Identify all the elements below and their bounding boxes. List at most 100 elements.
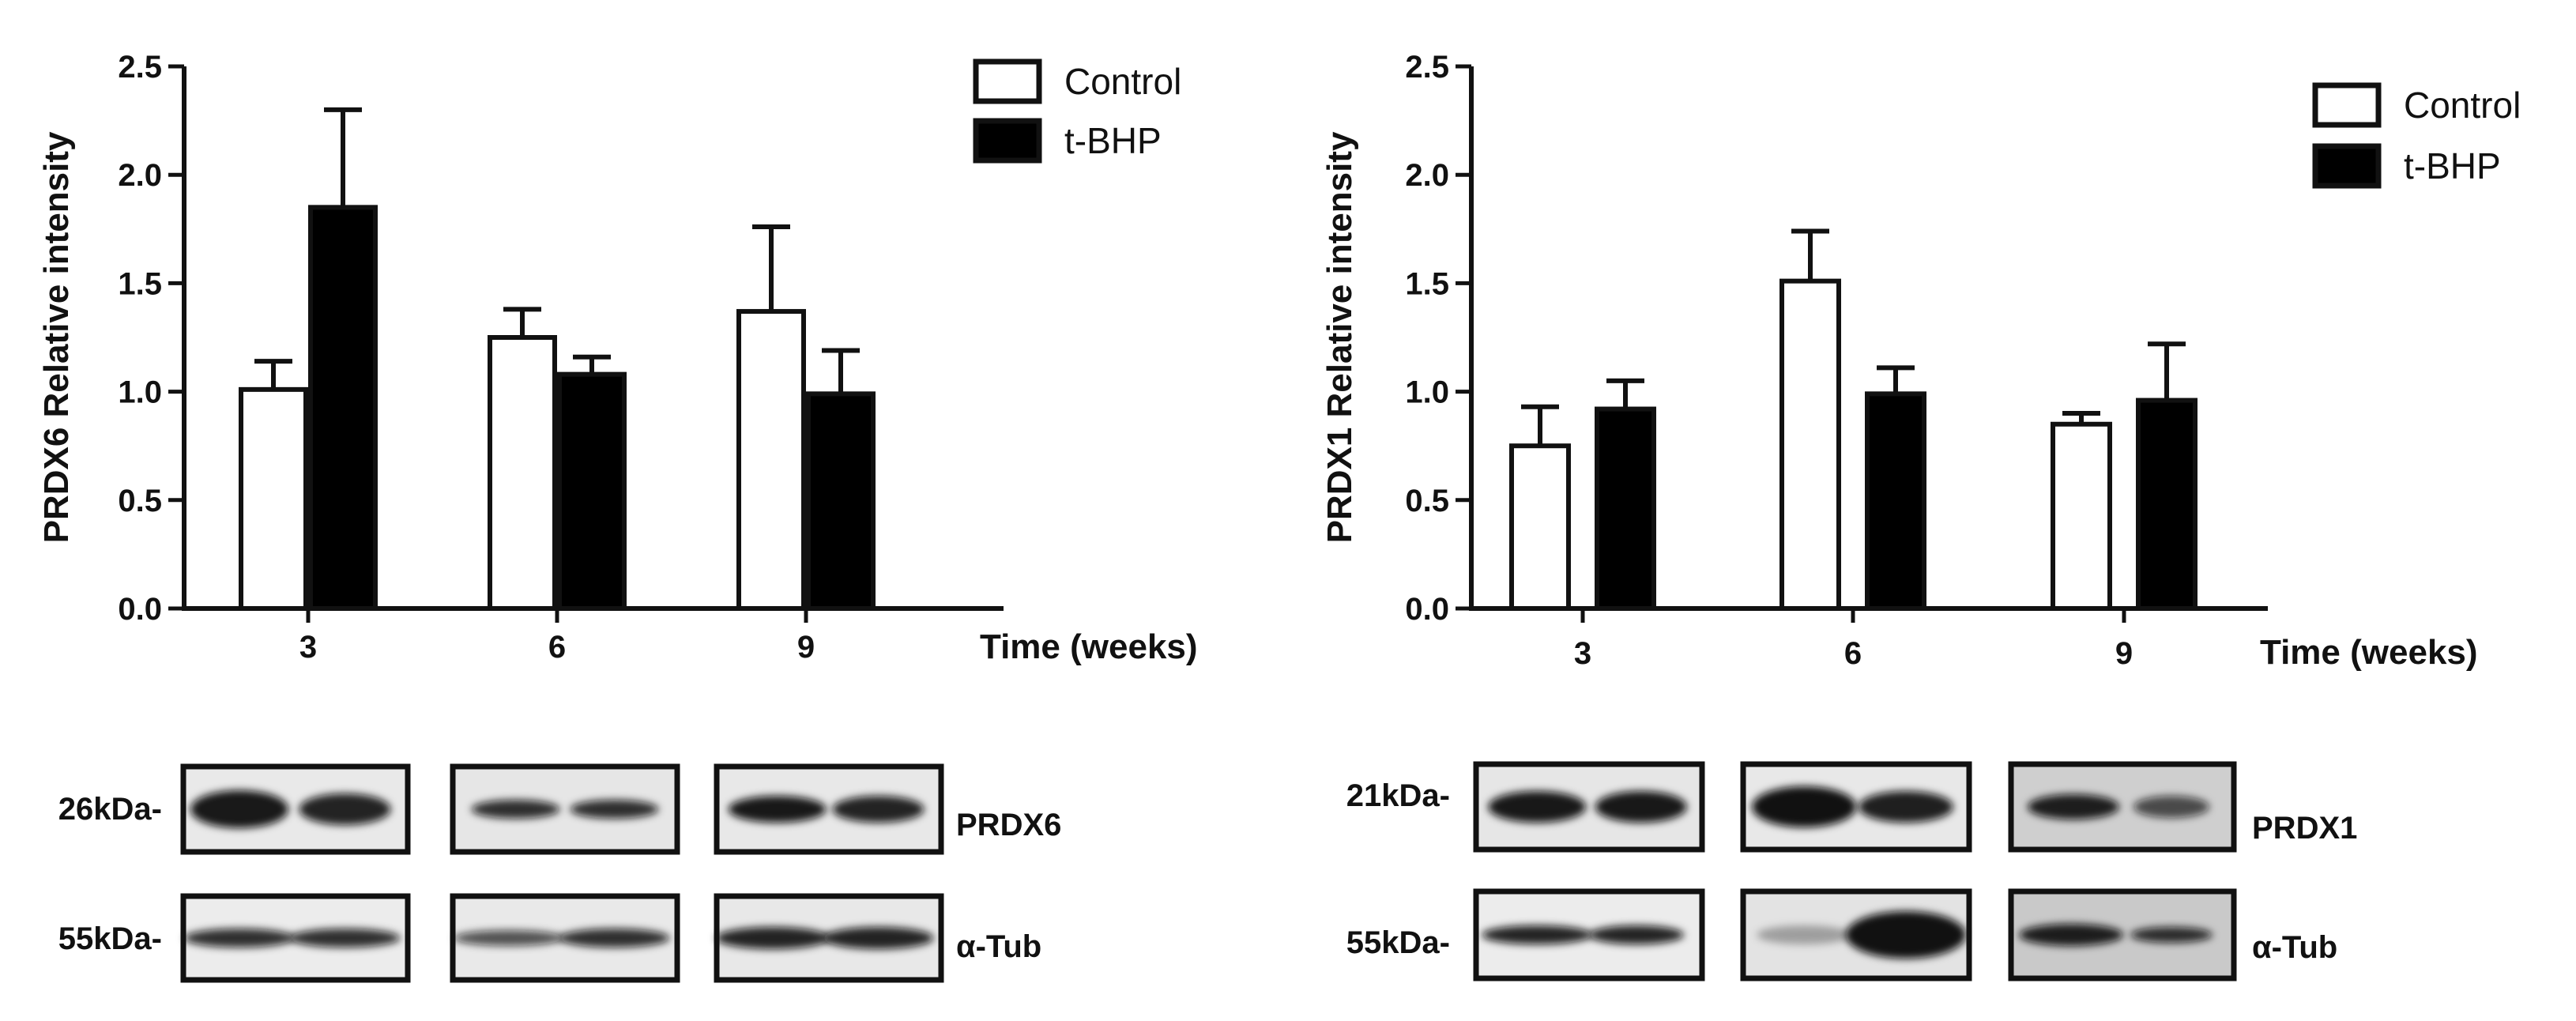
blot-image bbox=[1473, 761, 1705, 853]
legend-swatch bbox=[2312, 143, 2382, 189]
legend-label: Control bbox=[1064, 61, 1181, 102]
molecular-weight-marker: 55kDa- bbox=[1346, 925, 1450, 960]
blot-band bbox=[832, 796, 925, 823]
blot-band bbox=[2130, 927, 2213, 943]
y-axis-label: PRDX6 Relative intensity bbox=[37, 131, 76, 543]
blot-image bbox=[450, 893, 680, 983]
x-tick-label: 6 bbox=[548, 630, 566, 665]
blot-frame bbox=[1473, 761, 1705, 853]
x-axis-label: Time (weeks) bbox=[980, 627, 1198, 666]
blot-band bbox=[1488, 791, 1587, 823]
molecular-weight-marker: 26kDa- bbox=[58, 792, 162, 827]
y-tick-label: 1.0 bbox=[118, 375, 162, 410]
protein-label: α-Tub bbox=[2252, 930, 2337, 965]
bar-control bbox=[2051, 421, 2112, 612]
bar-t-bhp bbox=[2136, 397, 2198, 611]
blot-band bbox=[1757, 925, 1852, 944]
legend-swatch bbox=[973, 58, 1042, 104]
blot-frame bbox=[450, 893, 680, 983]
protein-label: PRDX1 bbox=[2252, 811, 2357, 846]
blot-band bbox=[454, 930, 564, 946]
bar-control bbox=[1779, 278, 1841, 611]
chart-panel-2: 0.0 0.5 1.0 1.5 2.0 2.5 PRDX1 Relative intensi… bbox=[1320, 50, 2521, 672]
bar-t-bhp bbox=[1865, 391, 1926, 611]
blot-image bbox=[714, 763, 944, 855]
x-tick-label: 3 bbox=[299, 630, 317, 665]
x-tick-label: 3 bbox=[1574, 636, 1591, 671]
blot-frame bbox=[714, 763, 944, 855]
y-tick-label: 1.5 bbox=[1405, 266, 1449, 301]
blot-band bbox=[1845, 911, 1966, 959]
molecular-weight-marker: 55kDa- bbox=[58, 921, 162, 956]
blot-band bbox=[559, 929, 670, 948]
y-tick-label: 2.0 bbox=[118, 158, 162, 193]
blot-band bbox=[2019, 924, 2124, 946]
blot-frame bbox=[2008, 761, 2237, 853]
blot-band bbox=[716, 927, 830, 949]
legend-swatch bbox=[973, 118, 1042, 164]
y-tick-label: 0.5 bbox=[118, 484, 162, 518]
blot-image bbox=[1473, 888, 1705, 981]
blot-image bbox=[180, 763, 411, 855]
blot-band bbox=[2133, 796, 2210, 818]
y-tick-label: 1.0 bbox=[1405, 375, 1449, 410]
blot-band bbox=[1482, 925, 1593, 944]
blot-image bbox=[180, 893, 411, 983]
y-tick-label: 2.5 bbox=[1405, 50, 1449, 85]
blot-frame bbox=[1740, 761, 1972, 853]
western-blot-panel-2: 21kDa- PRDX1 55kDa-α-Tub bbox=[1346, 761, 2357, 981]
y-tick-label: 0.0 bbox=[1405, 592, 1449, 627]
x-axis-label: Time (weeks) bbox=[2260, 633, 2478, 672]
y-tick-label: 0.5 bbox=[1405, 484, 1449, 518]
blot-band bbox=[1595, 791, 1687, 823]
blot-image bbox=[2008, 761, 2237, 853]
x-tick-label: 9 bbox=[797, 630, 815, 665]
blot-band bbox=[471, 800, 560, 819]
bar-control bbox=[736, 309, 806, 611]
blot-band bbox=[1858, 791, 1953, 823]
blot-frame bbox=[450, 763, 680, 855]
blot-frame bbox=[180, 893, 411, 983]
molecular-weight-marker: 21kDa- bbox=[1346, 778, 1450, 813]
y-tick-label: 0.0 bbox=[118, 592, 162, 627]
blot-image bbox=[1740, 761, 1972, 853]
bar-control bbox=[1509, 443, 1571, 612]
blot-band bbox=[1752, 786, 1857, 827]
blot-frame bbox=[1473, 888, 1705, 981]
legend-label: t-BHP bbox=[2404, 145, 2501, 186]
bar-control bbox=[488, 335, 557, 611]
legend-label: t-BHP bbox=[1064, 120, 1162, 161]
blot-image bbox=[714, 893, 944, 983]
bar-t-bhp bbox=[806, 391, 876, 611]
blot-band bbox=[823, 927, 934, 949]
x-tick-label: 6 bbox=[1844, 636, 1862, 671]
blot-band bbox=[184, 929, 295, 948]
y-tick-label: 2.0 bbox=[1405, 158, 1449, 193]
bar-t-bhp bbox=[308, 205, 378, 611]
blot-frame bbox=[1740, 888, 1972, 981]
y-tick-label: 2.5 bbox=[118, 50, 162, 85]
blot-frame bbox=[714, 893, 944, 983]
protein-label: PRDX6 bbox=[956, 808, 1061, 842]
blot-image bbox=[1740, 888, 1972, 981]
legend-swatch bbox=[2312, 82, 2382, 128]
y-tick-label: 1.5 bbox=[118, 266, 162, 301]
bar-control bbox=[239, 386, 308, 611]
western-blot-panel-1: 26kDa- PRDX6 55kDa-α-Tub bbox=[58, 763, 1061, 983]
legend-label: Control bbox=[2404, 85, 2521, 126]
protein-label: α-Tub bbox=[956, 929, 1041, 964]
blot-band bbox=[2027, 794, 2119, 819]
bar-t-bhp bbox=[557, 371, 627, 611]
blot-band bbox=[1589, 925, 1685, 944]
blot-frame bbox=[2008, 888, 2237, 981]
blot-band bbox=[728, 796, 827, 823]
blot-band bbox=[299, 793, 391, 825]
blot-band bbox=[190, 790, 288, 828]
blot-frame bbox=[180, 763, 411, 855]
x-tick-label: 9 bbox=[2115, 636, 2133, 671]
bar-t-bhp bbox=[1595, 406, 1656, 611]
chart-panel-1: 0.0 0.5 1.0 1.5 2.0 2.5 PRDX6 Relative intensi… bbox=[37, 50, 1198, 666]
blot-band bbox=[289, 929, 401, 948]
blot-image bbox=[2008, 888, 2237, 981]
